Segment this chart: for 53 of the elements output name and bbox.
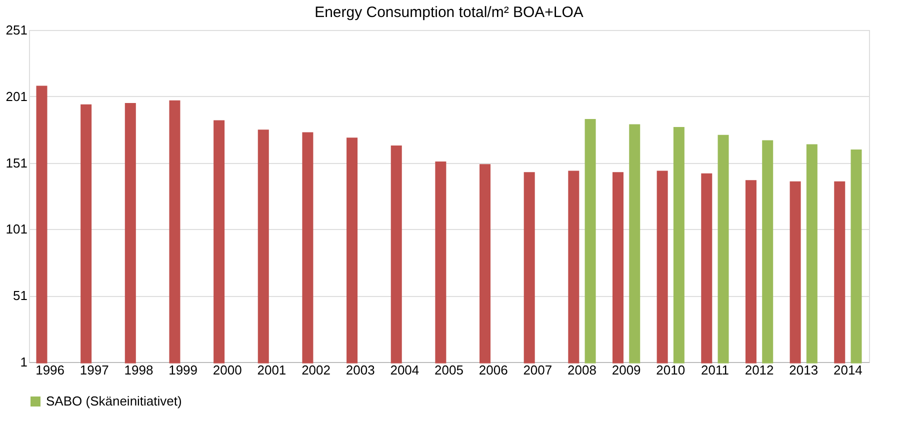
bar (584, 118, 596, 364)
legend-label: SABO (Skäneinitiativet) (46, 394, 182, 408)
bar (568, 170, 580, 364)
x-tick-label: 2012 (744, 362, 774, 378)
bar (850, 150, 862, 364)
x-tick-label: 2001 (257, 362, 286, 378)
x-tick-label: 1997 (80, 362, 109, 378)
x-tick-label: 1998 (124, 362, 154, 378)
bar (258, 130, 269, 364)
x-tick-label: 1999 (168, 362, 198, 378)
x-tick-label: 2008 (568, 362, 596, 378)
x-tick-label: 2009 (612, 362, 641, 378)
bar (169, 100, 180, 364)
bar (124, 103, 136, 364)
bar (214, 120, 225, 364)
bar (524, 172, 535, 364)
bar (612, 172, 624, 364)
bar (302, 132, 314, 364)
bar (745, 180, 756, 364)
bar (762, 140, 774, 364)
x-tick-label: 1996 (36, 362, 65, 378)
x-tick-label: 2000 (212, 362, 242, 378)
y-tick-label: 51 (13, 288, 28, 304)
y-tick-label: 1 (20, 354, 28, 370)
x-tick-label: 2010 (656, 362, 686, 378)
y-tick-label: 251 (6, 22, 28, 38)
x-tick-label: 2006 (478, 362, 508, 378)
x-tick-label: 2002 (302, 362, 330, 378)
bar (346, 138, 358, 364)
chart-title: Energy Consumption total/m² BOA+LOA (314, 4, 584, 21)
bar (834, 181, 846, 364)
y-tick-label: 151 (6, 155, 28, 170)
bar (701, 173, 712, 364)
y-tick-label: 201 (6, 88, 28, 104)
x-tick-label: 2013 (789, 362, 818, 378)
bar (656, 170, 668, 364)
x-tick-label: 2007 (523, 362, 552, 378)
y-tick-label: 101 (6, 222, 28, 237)
bar (718, 134, 729, 364)
bar (629, 124, 640, 364)
bar (480, 164, 491, 364)
bar (790, 181, 801, 364)
bar (390, 146, 402, 364)
x-tick-label: 2014 (833, 362, 862, 378)
x-tick-label: 2011 (700, 362, 729, 378)
bar (36, 86, 48, 364)
bar (673, 126, 684, 364)
x-tick-label: 2003 (346, 362, 375, 378)
bar (80, 104, 92, 364)
bar (435, 161, 446, 364)
x-tick-label: 2005 (434, 362, 464, 378)
bar (806, 144, 818, 364)
x-tick-label: 2004 (390, 362, 420, 378)
